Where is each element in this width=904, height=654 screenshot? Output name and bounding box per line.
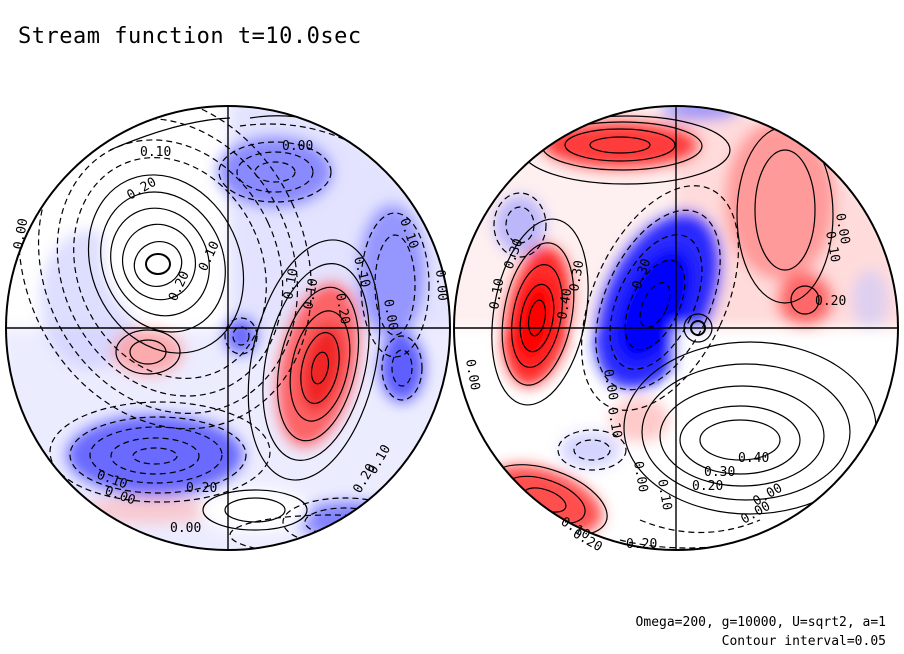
contour-label: 0.10 bbox=[654, 478, 674, 511]
contour-label: 0.10 bbox=[301, 277, 321, 310]
contour-label: 0.40 bbox=[555, 287, 575, 320]
contour-label: 0.10 bbox=[140, 145, 171, 160]
parameters-caption: Omega=200, g=10000, U=sqrt2, a=1 Contour… bbox=[636, 613, 886, 651]
parameters-line: Omega=200, g=10000, U=sqrt2, a=1 bbox=[635, 615, 886, 630]
contour-label: 0.00 bbox=[600, 368, 620, 401]
contour-label: 0.20 bbox=[626, 537, 657, 552]
contour-label: 0.10 bbox=[487, 277, 507, 310]
contour-label: 0.40 bbox=[738, 451, 769, 466]
contour-label: 0.30 bbox=[567, 259, 587, 292]
contour-label: 0.10 bbox=[822, 230, 842, 263]
contour-label: 0.00 bbox=[630, 460, 650, 493]
contour-label: 0.00 bbox=[462, 358, 482, 391]
contour-label: 0.20 bbox=[815, 294, 846, 309]
left-grid bbox=[5, 105, 451, 551]
figure-title: Stream function t=10.0sec bbox=[18, 24, 362, 49]
contour-label: 0.30 bbox=[704, 465, 735, 480]
contour-label: 0.00 bbox=[432, 269, 450, 302]
contour-interval-line: Contour interval=0.05 bbox=[721, 634, 886, 649]
contour-label: 0.00 bbox=[282, 139, 313, 154]
left-hemisphere: 0.10 0.00 0.20 0.20 0.10 0.10 0.20 0.10 … bbox=[5, 105, 451, 551]
contour-label: 0.10 bbox=[281, 267, 301, 300]
contour-label: 0.10 bbox=[604, 406, 624, 439]
contour-label: 0.20 bbox=[332, 292, 352, 325]
contour-label: 0.20 bbox=[692, 479, 723, 494]
right-hemisphere: 0.00 0.10 0.30 0.40 0.30 0.30 0.20 0.00 … bbox=[453, 105, 899, 555]
contour-label: 0.00 bbox=[170, 521, 201, 536]
contour-label: 0.00 bbox=[380, 298, 400, 331]
contour-label: 0.00 bbox=[11, 217, 31, 250]
contour-label: 0.00 bbox=[832, 212, 852, 245]
contour-label: 0.20 bbox=[186, 481, 217, 496]
right-grid bbox=[453, 105, 899, 551]
